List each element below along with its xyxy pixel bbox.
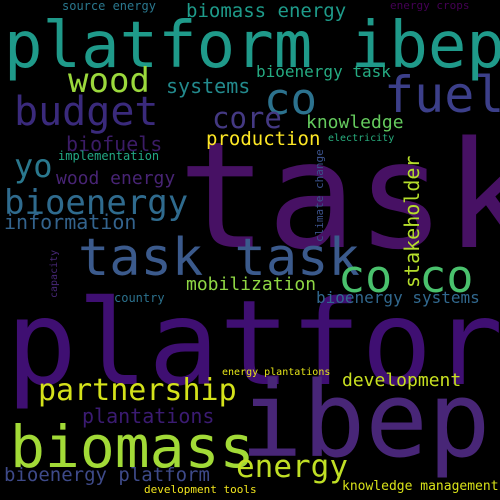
word-co: co (264, 74, 317, 125)
word-climate-change: climate change (313, 149, 326, 242)
word-platform-ibep: platform ibep (4, 9, 500, 83)
word-capacity: capacity (49, 249, 60, 298)
word-wood-energy: wood energy (56, 168, 176, 189)
word-co-co: co co (338, 250, 474, 303)
word-ibep: ibep (240, 359, 491, 481)
word-systems: systems (166, 74, 251, 98)
word-energy: energy (236, 449, 348, 485)
word-yo: yo (14, 147, 53, 185)
word-source-energy: source energy (62, 0, 156, 13)
word-bioenergy-task: bioenergy task (256, 62, 391, 81)
word-production: production (206, 128, 321, 150)
word-platform: platform (6, 274, 500, 412)
word-bioenergy-systems: bioenergy systems (316, 288, 480, 307)
word-information: information (4, 210, 137, 234)
word-knowledge: knowledge (306, 112, 404, 133)
word-bioenergy-platform: bioenergy platform (4, 464, 210, 486)
word-stakeholder: stakeholder (400, 155, 424, 288)
word-mobilization: mobilization (186, 274, 317, 295)
word-biomass-energy: biomass energy (186, 0, 347, 22)
word-country: country (114, 291, 165, 305)
word-fuel: fuel (384, 66, 500, 124)
word-budget: budget (14, 89, 159, 135)
word-plantations: plantations (82, 404, 215, 428)
word-partnership: partnership (38, 373, 237, 408)
word-core: core (212, 101, 282, 135)
word-task: task (178, 110, 500, 282)
word-wood: wood (68, 61, 150, 101)
word-bioenergy: bioenergy (4, 183, 189, 223)
word-biofuels: biofuels (66, 132, 163, 156)
word-biomass: biomass (10, 413, 255, 481)
word-energy-crops: energy crops (390, 0, 470, 12)
word-implementation: implementation (58, 149, 160, 163)
word-task-task: task task (78, 228, 360, 288)
word-development-tools: development tools (144, 483, 257, 496)
word-electricity: electricity (328, 133, 395, 144)
word-knowledge-management: knowledge management (342, 479, 499, 494)
word-development: development (342, 370, 462, 391)
word-energy-plantations: energy plantations (222, 367, 331, 378)
